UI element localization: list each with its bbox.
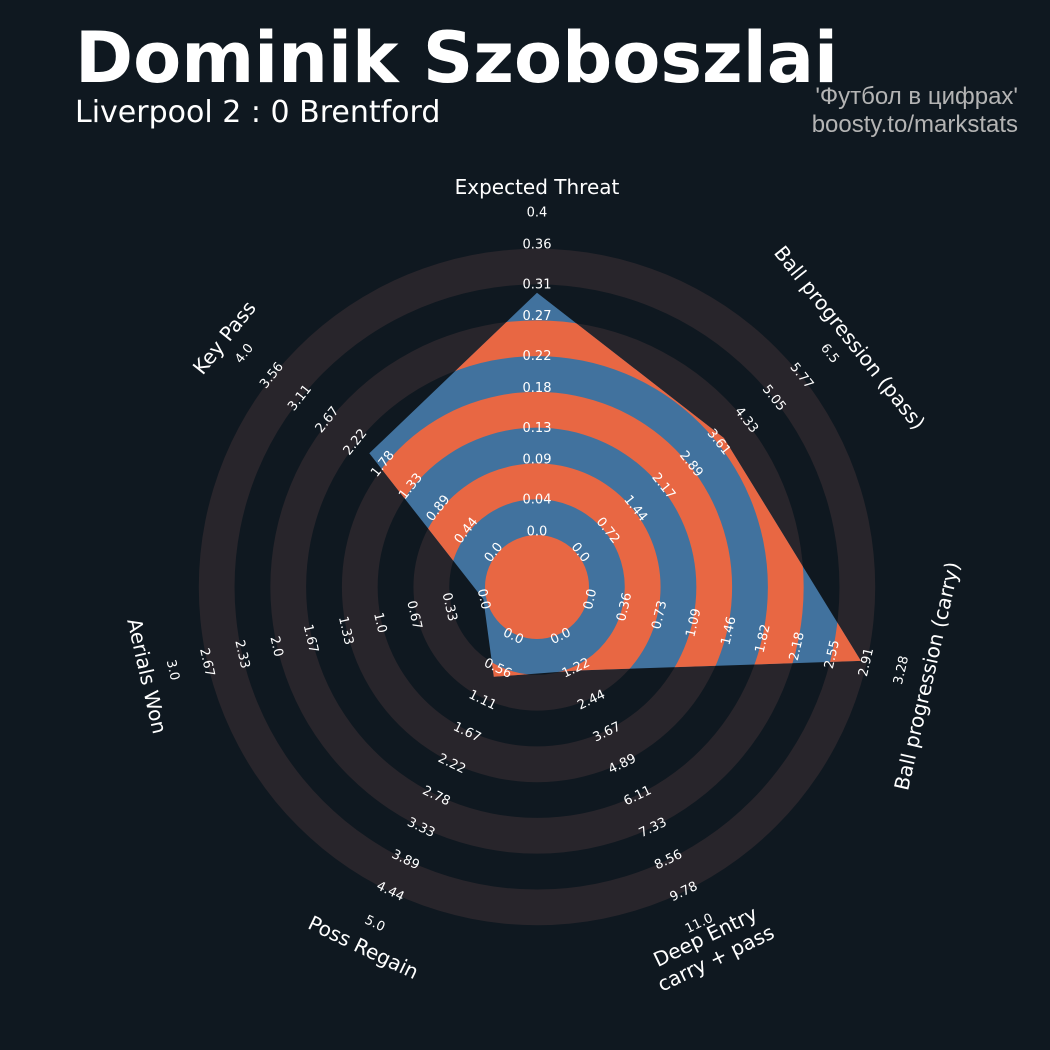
tick-label: 0.0	[527, 525, 548, 540]
tick-label: 0.4	[527, 206, 548, 221]
tick-label: 0.0	[581, 587, 600, 611]
tick-label: 1.82	[753, 623, 774, 655]
tick-label: 2.0	[266, 635, 285, 659]
tick-label: 0.13	[523, 421, 552, 436]
tick-label: 2.18	[787, 631, 808, 663]
tick-label: 0.31	[523, 277, 552, 292]
tick-label: 1.46	[719, 615, 740, 647]
radar-ring	[485, 535, 589, 639]
radar-rings	[369, 292, 861, 677]
tick-label: 2.33	[231, 639, 252, 671]
tick-label: 2.55	[822, 639, 843, 671]
credit: 'Футбол в цифрах'	[815, 83, 1018, 110]
tick-label: 0.04	[523, 493, 552, 508]
tick-label: 1.09	[683, 607, 704, 639]
tick-label: 3.0	[163, 658, 182, 682]
tick-label: 0.33	[439, 591, 460, 623]
tick-label: 1.33	[335, 615, 356, 647]
tick-label: 3.28	[891, 654, 912, 686]
tick-label: 0.18	[523, 381, 552, 396]
tick-label: 1.0	[370, 611, 389, 635]
tick-label: 0.67	[403, 599, 424, 631]
tick-label: 2.67	[196, 647, 217, 679]
chart-subtitle: Liverpool 2 : 0 Brentford	[75, 95, 440, 130]
credit: boosty.to/markstats	[812, 111, 1018, 138]
tick-label: 0.36	[614, 591, 635, 623]
axis-label: Expected Threat	[455, 175, 620, 199]
tick-label: 0.0	[474, 587, 493, 611]
tick-label: 0.09	[523, 453, 552, 468]
tick-label: 0.36	[523, 237, 552, 252]
tick-label: 0.73	[649, 599, 670, 631]
tick-label: 1.67	[300, 623, 321, 655]
tick-label: 0.22	[523, 349, 552, 364]
tick-label: 2.91	[856, 646, 877, 678]
tick-label: 0.27	[523, 309, 552, 324]
chart-title: Dominik Szoboszlai	[75, 17, 838, 99]
